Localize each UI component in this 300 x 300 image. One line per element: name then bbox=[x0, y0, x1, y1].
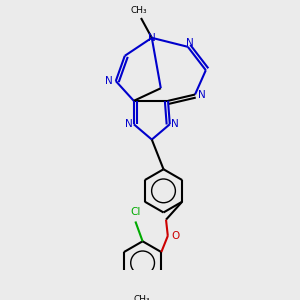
Text: N: N bbox=[148, 33, 156, 43]
Text: CH₃: CH₃ bbox=[134, 295, 150, 300]
Text: CH₃: CH₃ bbox=[131, 6, 148, 15]
Text: O: O bbox=[171, 231, 179, 241]
Text: Cl: Cl bbox=[130, 208, 141, 218]
Text: N: N bbox=[105, 76, 112, 86]
Text: N: N bbox=[198, 89, 206, 100]
Text: N: N bbox=[124, 119, 132, 129]
Text: N: N bbox=[171, 119, 179, 129]
Text: N: N bbox=[186, 38, 194, 48]
